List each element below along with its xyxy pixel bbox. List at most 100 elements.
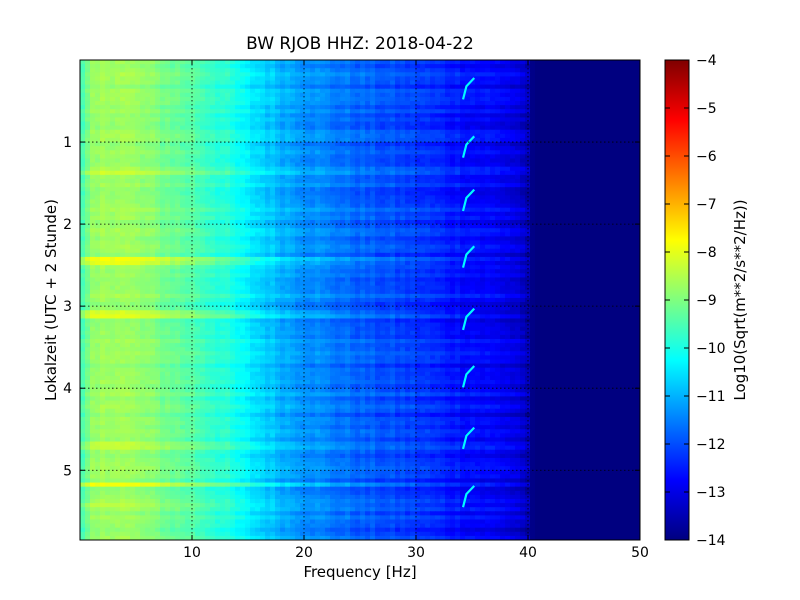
heatmap-cell bbox=[105, 170, 111, 176]
heatmap-cell bbox=[395, 215, 401, 221]
heatmap-cell bbox=[320, 129, 326, 135]
heatmap-cell bbox=[465, 84, 471, 90]
heatmap-cell bbox=[330, 96, 336, 102]
heatmap-cell bbox=[350, 236, 356, 242]
heatmap-cell bbox=[335, 133, 341, 139]
heatmap-cell bbox=[385, 166, 391, 172]
heatmap-cell bbox=[365, 178, 371, 184]
heatmap-cell bbox=[515, 220, 521, 225]
heatmap-cell bbox=[470, 84, 476, 90]
heatmap-cell bbox=[210, 170, 216, 176]
heatmap-cell bbox=[360, 84, 366, 90]
heatmap-cell bbox=[120, 211, 126, 217]
heatmap-cell bbox=[410, 207, 416, 213]
heatmap-cell bbox=[80, 105, 86, 110]
heatmap-cell bbox=[460, 76, 466, 82]
heatmap-cell bbox=[415, 178, 421, 184]
heatmap-cell bbox=[410, 158, 416, 164]
heatmap-cell bbox=[405, 228, 411, 233]
heatmap-cell bbox=[210, 72, 216, 78]
heatmap-cell bbox=[325, 80, 331, 86]
heatmap-cell bbox=[360, 121, 366, 127]
heatmap-cell bbox=[230, 203, 236, 209]
heatmap-cell bbox=[305, 60, 311, 65]
heatmap-cell bbox=[210, 92, 216, 98]
heatmap-cell bbox=[170, 187, 176, 192]
heatmap-cell bbox=[285, 101, 291, 106]
heatmap-cell bbox=[595, 88, 601, 94]
heatmap-cell bbox=[550, 195, 556, 201]
heatmap-cell bbox=[450, 158, 456, 164]
heatmap-cell bbox=[535, 137, 541, 143]
heatmap-cell bbox=[610, 162, 616, 168]
heatmap-cell bbox=[505, 183, 511, 188]
heatmap-cell bbox=[630, 88, 636, 94]
heatmap-cell bbox=[515, 133, 521, 139]
heatmap-cell bbox=[215, 183, 221, 188]
heatmap-cell bbox=[445, 195, 451, 201]
heatmap-cell bbox=[135, 146, 141, 151]
heatmap-cell bbox=[165, 195, 171, 201]
heatmap-cell bbox=[175, 80, 181, 86]
heatmap-cell bbox=[135, 178, 141, 184]
heatmap-cell bbox=[465, 215, 471, 221]
heatmap-cell bbox=[295, 76, 301, 82]
heatmap-cell bbox=[400, 80, 406, 86]
heatmap-cell bbox=[515, 64, 521, 69]
heatmap-cell bbox=[180, 195, 186, 201]
heatmap-cell bbox=[555, 60, 561, 65]
heatmap-cell bbox=[475, 183, 481, 188]
heatmap-cell bbox=[575, 109, 581, 114]
heatmap-cell bbox=[620, 228, 626, 233]
heatmap-cell bbox=[145, 109, 151, 114]
heatmap-cell bbox=[500, 178, 506, 184]
heatmap-cell bbox=[535, 96, 541, 102]
heatmap-cell bbox=[505, 207, 511, 213]
heatmap-cell bbox=[240, 174, 246, 180]
heatmap-cell bbox=[325, 133, 331, 139]
heatmap-cell bbox=[550, 133, 556, 139]
heatmap-cell bbox=[155, 146, 161, 151]
heatmap-cell bbox=[340, 129, 346, 135]
heatmap-cell bbox=[135, 187, 141, 192]
heatmap-cell bbox=[305, 154, 311, 160]
heatmap-cell bbox=[305, 228, 311, 233]
heatmap-cell bbox=[450, 113, 456, 119]
heatmap-cell bbox=[565, 203, 571, 209]
heatmap-cell bbox=[310, 137, 316, 143]
heatmap-cell bbox=[415, 117, 421, 123]
heatmap-cell bbox=[245, 129, 251, 135]
heatmap-cell bbox=[310, 142, 316, 147]
heatmap-cell bbox=[335, 220, 341, 225]
heatmap-cell bbox=[415, 220, 421, 225]
heatmap-cell bbox=[560, 183, 566, 188]
heatmap-cell bbox=[300, 76, 306, 82]
heatmap-cell bbox=[380, 84, 386, 90]
heatmap-cell bbox=[385, 68, 391, 73]
heatmap-cell bbox=[240, 236, 246, 242]
heatmap-cell bbox=[530, 191, 536, 196]
heatmap-cell bbox=[475, 146, 481, 151]
heatmap-cell bbox=[630, 220, 636, 225]
heatmap-cell bbox=[565, 72, 571, 78]
heatmap-cell bbox=[210, 187, 216, 192]
heatmap-cell bbox=[485, 162, 491, 168]
heatmap-cell bbox=[410, 125, 416, 131]
heatmap-cell bbox=[230, 162, 236, 168]
heatmap-cell bbox=[220, 146, 226, 151]
heatmap-cell bbox=[375, 199, 381, 205]
heatmap-cell bbox=[370, 195, 376, 201]
heatmap-cell bbox=[380, 203, 386, 209]
heatmap-cell bbox=[585, 68, 591, 73]
heatmap-cell bbox=[285, 84, 291, 90]
heatmap-cell bbox=[550, 166, 556, 172]
heatmap-cell bbox=[140, 146, 146, 151]
heatmap-cell bbox=[250, 232, 256, 238]
heatmap-cell bbox=[145, 199, 151, 205]
heatmap-cell bbox=[605, 117, 611, 123]
heatmap-cell bbox=[355, 199, 361, 205]
heatmap-cell bbox=[635, 142, 640, 147]
heatmap-cell bbox=[105, 142, 111, 147]
heatmap-cell bbox=[215, 68, 221, 73]
heatmap-cell bbox=[175, 68, 181, 73]
